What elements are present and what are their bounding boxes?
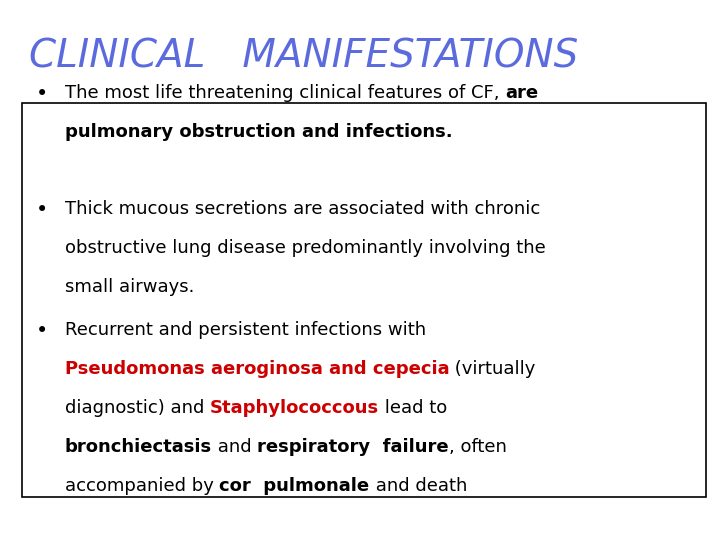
Text: lead to: lead to — [379, 399, 447, 417]
Text: cor  pulmonale: cor pulmonale — [220, 477, 369, 495]
Text: small airways.: small airways. — [65, 278, 194, 295]
Text: Pseudomonas aeroginosa and cepecia: Pseudomonas aeroginosa and cepecia — [65, 360, 449, 378]
Text: CLINICAL   MANIFESTATIONS: CLINICAL MANIFESTATIONS — [29, 38, 578, 76]
Text: and: and — [212, 438, 257, 456]
Bar — [22, 103, 706, 497]
Text: The most life threatening clinical features of CF,: The most life threatening clinical featu… — [65, 84, 505, 102]
Text: Thick mucous secretions are associated with chronic: Thick mucous secretions are associated w… — [65, 200, 540, 218]
Text: •: • — [36, 84, 48, 104]
Text: bronchiectasis: bronchiectasis — [65, 438, 212, 456]
Text: accompanied by: accompanied by — [65, 477, 220, 495]
Text: •: • — [36, 200, 48, 220]
Text: respiratory  failure: respiratory failure — [257, 438, 449, 456]
Text: Recurrent and persistent infections with: Recurrent and persistent infections with — [65, 321, 426, 339]
Text: Staphylococcous: Staphylococcous — [210, 399, 379, 417]
Text: are: are — [505, 84, 538, 102]
Text: and death: and death — [369, 477, 467, 495]
Text: (virtually: (virtually — [449, 360, 536, 378]
Text: obstructive lung disease predominantly involving the: obstructive lung disease predominantly i… — [65, 239, 546, 256]
Text: •: • — [36, 321, 48, 341]
Text: , often: , often — [449, 438, 507, 456]
Text: diagnostic) and: diagnostic) and — [65, 399, 210, 417]
Text: pulmonary obstruction and infections.: pulmonary obstruction and infections. — [65, 123, 452, 140]
